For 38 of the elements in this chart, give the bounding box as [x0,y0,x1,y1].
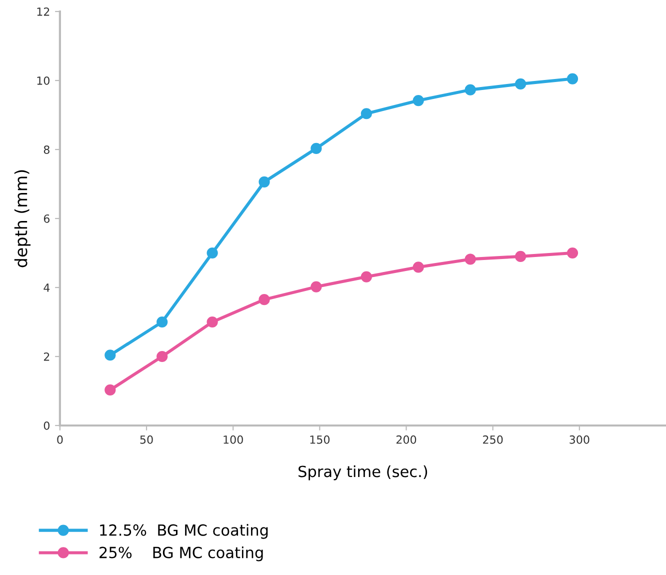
x-tick-label: 50 [140,435,153,444]
y-tick-label: 10 [37,76,50,85]
point [412,94,424,106]
point [258,176,270,188]
point [206,316,218,328]
point [156,350,168,362]
point [310,281,322,292]
y-tick-label: 0 [44,421,50,430]
y-tick-label: 8 [44,145,50,154]
x-tick-label: 100 [224,435,243,444]
x-tick-label: 200 [396,435,416,444]
point [360,108,372,120]
point [566,73,578,84]
point [156,316,168,328]
x-tick-label: 250 [483,435,503,444]
point [514,250,526,262]
point [464,84,476,96]
point [258,294,270,306]
y-tick-label: 2 [44,352,50,361]
point [566,247,578,259]
x-tick-label: 300 [570,435,590,444]
x-axis-title: Spray time (sec.) [298,465,428,480]
y-tick-label: 6 [44,214,50,223]
y-tick-label: 12 [37,7,50,16]
point [412,262,424,273]
point [310,142,322,154]
point [104,350,116,361]
point [104,384,116,396]
legend-label: 25% BG MC coating [100,546,263,562]
legend-label: 12.5% BG MC coating [100,524,268,539]
x-tick-label: 150 [310,435,330,444]
y-axis-title: depth (mm) [14,170,31,268]
x-tick-label: 0 [57,435,63,444]
y-tick-label: 4 [44,284,50,292]
point [514,78,526,90]
point [206,247,218,259]
point [360,271,372,282]
point [464,254,476,265]
